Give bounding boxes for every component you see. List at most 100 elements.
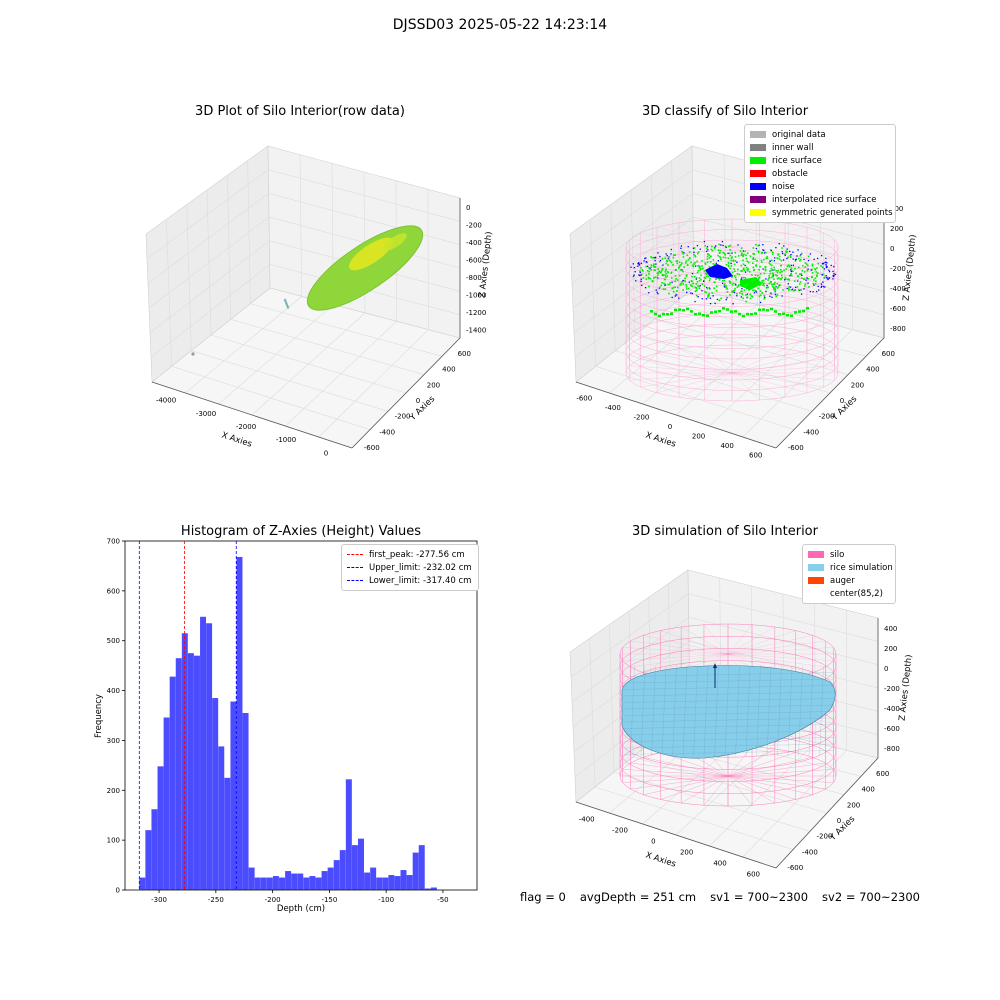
rice-surface-point <box>716 277 719 279</box>
z-tick-label: -600 <box>884 725 900 733</box>
noise-point <box>665 253 667 255</box>
rice-surface-point <box>648 270 651 273</box>
rice-surface-point <box>650 256 652 258</box>
rice-surface-point <box>642 277 645 279</box>
noise-point <box>688 281 690 283</box>
rice-surface-point <box>816 274 818 277</box>
surface-mesh-line <box>766 665 772 757</box>
histogram-bar <box>406 875 413 890</box>
rice-surface-point <box>771 264 773 267</box>
rice-surface-point <box>677 267 680 269</box>
rice-surface-point <box>785 268 788 270</box>
rice-surface-point <box>727 264 730 267</box>
noise-point <box>691 272 694 275</box>
rice-surface-point <box>746 296 749 298</box>
rice-surface-point <box>752 266 755 269</box>
rice-surface-point <box>686 264 689 266</box>
rice-surface-point <box>695 289 698 291</box>
silo-floor-spoke <box>643 757 729 777</box>
rice-surface-point <box>696 260 698 263</box>
x-axis-line <box>151 381 353 449</box>
noise-point <box>680 247 682 249</box>
rice-surface-point <box>782 289 784 291</box>
noise-point <box>781 295 783 297</box>
rice-surface-point <box>776 274 778 277</box>
noise-point <box>655 289 657 291</box>
rice-surface-point <box>690 284 692 286</box>
silo-floor-spoke <box>629 372 733 381</box>
rice-surface-point <box>806 269 809 272</box>
noise-point <box>830 264 832 267</box>
rice-surface-point <box>656 276 658 279</box>
rice-surface-point <box>780 259 783 262</box>
z-tick-label: 200 <box>890 225 903 233</box>
rice-surface-point <box>781 270 783 273</box>
rice-surface-point <box>745 266 748 269</box>
rice-surface-point <box>820 265 823 267</box>
rice-surface-point <box>746 260 749 263</box>
rice-surface-point <box>680 264 682 266</box>
rice-surface-point <box>697 285 699 287</box>
x-tick-label: 0 <box>651 838 655 846</box>
histogram-bar <box>145 830 152 890</box>
rice-surface-point <box>767 286 769 289</box>
histogram-bar <box>236 556 243 890</box>
noise-point <box>737 244 739 246</box>
rice-surface-point <box>650 310 653 313</box>
rice-surface-point <box>747 268 749 270</box>
rice-surface-point <box>814 268 817 271</box>
noise-point <box>801 274 803 276</box>
noise-point <box>784 254 786 256</box>
surface-mesh-line <box>623 711 835 716</box>
rice-surface-point <box>724 254 726 256</box>
rice-surface-point <box>697 251 700 253</box>
rice-surface-point <box>734 276 737 279</box>
surface-mesh-line <box>623 737 835 742</box>
histogram-bar <box>248 867 255 890</box>
classify-legend: original data inner wall rice surface obsta… <box>744 124 896 223</box>
z-tick-label: 0 <box>466 204 470 212</box>
silo-top-spoke <box>703 624 729 655</box>
x-axis-line <box>575 381 777 449</box>
rice-surface-point <box>734 270 736 273</box>
rice-surface-point <box>639 270 641 273</box>
rice-surface-point <box>741 270 743 273</box>
rice-surface-point <box>648 285 650 288</box>
figure-title: DJSSD03 2025-05-22 14:23:14 <box>392 17 608 33</box>
rice-surface-point <box>753 253 756 255</box>
silo-top-spoke <box>731 227 807 248</box>
surface-mesh-line <box>777 665 782 757</box>
raw-panel-title: 3D Plot of Silo Interior(row data) <box>195 104 405 119</box>
x-axis-line <box>575 801 777 869</box>
rice-surface-point <box>771 253 774 255</box>
noise-point <box>803 288 805 290</box>
rice-surface-point <box>731 256 733 259</box>
noise-point <box>789 250 791 253</box>
rice-surface-point <box>813 279 815 281</box>
rice-surface-point <box>735 278 737 281</box>
rice-surface-point <box>811 263 814 266</box>
rice-surface-point <box>773 288 775 291</box>
noise-point <box>765 278 767 280</box>
legend-line <box>347 554 363 555</box>
rice-surface-point <box>720 297 722 300</box>
rice-surface-point <box>769 263 772 266</box>
rice-surface-point <box>660 284 663 287</box>
y-tick-label: 0 <box>840 397 844 405</box>
rice-surface-point <box>804 266 807 268</box>
rice-surface-point <box>667 283 669 286</box>
histogram-bar <box>291 873 298 890</box>
rice-surface-point <box>806 307 809 310</box>
noise-point <box>670 253 672 255</box>
rice-surface-point <box>704 291 706 293</box>
rice-surface-point <box>804 283 807 285</box>
rice-surface-point <box>703 270 706 272</box>
noise-point <box>703 240 706 243</box>
silo-top-spoke <box>643 653 729 673</box>
rice-surface-point <box>666 260 669 262</box>
histogram-bar <box>193 655 200 890</box>
legend-label: Upper_limit: -232.02 cm <box>369 562 472 573</box>
silo-floor-spoke <box>731 348 786 374</box>
rice-surface-point <box>697 265 699 267</box>
noise-point <box>706 245 709 248</box>
